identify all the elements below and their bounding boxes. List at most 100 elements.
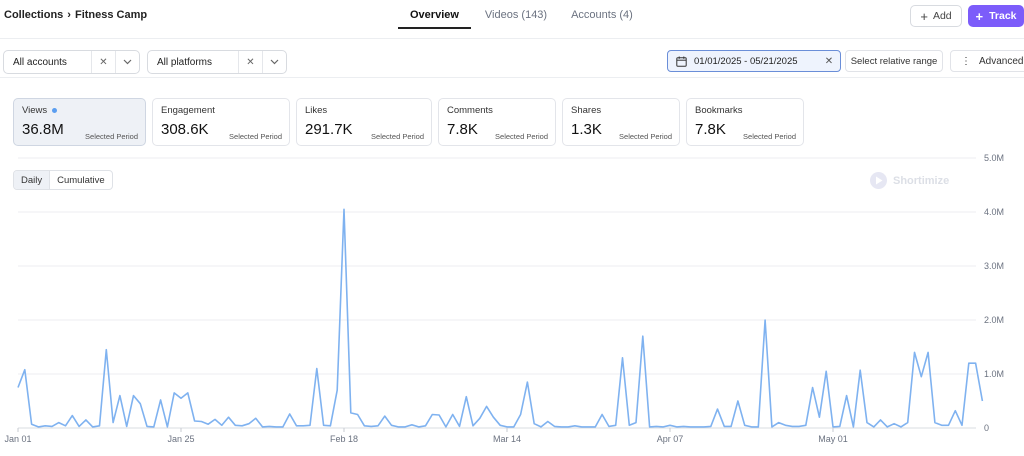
data-point[interactable] [403,425,407,429]
data-point[interactable] [458,424,462,428]
data-point[interactable] [186,391,190,395]
data-point[interactable] [661,425,665,429]
data-point[interactable] [763,318,767,322]
data-point[interactable] [50,424,54,428]
data-point[interactable] [77,424,81,428]
data-point[interactable] [111,421,115,425]
data-point[interactable] [335,388,339,392]
data-point[interactable] [648,425,652,429]
data-point[interactable] [974,361,978,365]
data-point[interactable] [756,425,760,429]
data-point[interactable] [152,425,156,429]
data-point[interactable] [98,424,102,428]
data-point[interactable] [451,413,455,417]
metric-card-likes[interactable]: Likes 291.7K Selected Period [296,98,432,146]
data-point[interactable] [349,411,353,415]
data-point[interactable] [23,368,27,372]
data-point[interactable] [784,423,788,427]
data-point[interactable] [16,386,20,390]
data-point[interactable] [838,424,842,428]
data-point[interactable] [356,413,360,417]
chevron-down-icon[interactable] [262,51,286,73]
data-point[interactable] [369,424,373,428]
data-point[interactable] [668,423,672,427]
track-button[interactable]: + Track [968,5,1024,27]
data-point[interactable] [621,356,625,360]
data-point[interactable] [967,361,971,365]
data-point[interactable] [600,413,604,417]
data-point[interactable] [634,421,638,425]
data-point[interactable] [580,425,584,429]
data-point[interactable] [804,423,808,427]
data-point[interactable] [926,350,930,354]
data-point[interactable] [845,394,849,398]
data-point[interactable] [227,415,231,419]
data-point[interactable] [193,419,197,423]
data-point[interactable] [165,425,169,429]
chevron-down-icon[interactable] [115,51,139,73]
data-point[interactable] [417,425,421,429]
data-point[interactable] [865,421,869,425]
data-point[interactable] [525,380,529,384]
data-point[interactable] [247,422,251,426]
data-point[interactable] [960,423,964,427]
data-point[interactable] [206,422,210,426]
data-point[interactable] [104,348,108,352]
metric-card-shares[interactable]: Shares 1.3K Selected Period [562,98,680,146]
data-point[interactable] [199,420,203,424]
data-point[interactable] [464,395,468,399]
data-point[interactable] [220,423,224,427]
data-point[interactable] [750,425,754,429]
data-point[interactable] [770,425,774,429]
data-point[interactable] [641,334,645,338]
data-point[interactable] [546,420,550,424]
data-point[interactable] [688,425,692,429]
data-point[interactable] [70,414,74,418]
data-point[interactable] [308,423,312,427]
data-point[interactable] [362,424,366,428]
tab-overview[interactable]: Overview [398,0,471,29]
data-point[interactable] [288,412,292,416]
data-point[interactable] [940,423,944,427]
data-point[interactable] [57,421,61,425]
data-point[interactable] [722,424,726,428]
data-point[interactable] [790,424,794,428]
data-point[interactable] [695,425,699,429]
cumulative-toggle-button[interactable]: Cumulative [57,175,105,186]
data-point[interactable] [559,425,563,429]
data-point[interactable] [553,424,557,428]
date-range-picker[interactable]: 01/01/2025 - 05/21/2025 ✕ [667,50,841,72]
data-point[interactable] [709,424,713,428]
advanced-button[interactable]: ⋮ Advanced [950,50,1024,72]
data-point[interactable] [831,425,835,429]
data-point[interactable] [132,394,136,398]
data-point[interactable] [274,425,278,429]
data-point[interactable] [437,413,441,417]
tab-accounts[interactable]: Accounts (4) [571,9,633,21]
data-point[interactable] [430,413,434,417]
data-point[interactable] [478,416,482,420]
data-point[interactable] [376,424,380,428]
data-point[interactable] [980,399,984,403]
clear-accounts-icon[interactable]: ✕ [91,51,115,73]
data-point[interactable] [498,423,502,427]
data-point[interactable] [824,369,828,373]
data-point[interactable] [682,424,686,428]
data-point[interactable] [30,422,34,426]
data-point[interactable] [233,423,237,427]
data-point[interactable] [172,391,176,395]
data-point[interactable] [240,424,244,428]
data-point[interactable] [512,425,516,429]
data-point[interactable] [410,423,414,427]
data-point[interactable] [777,421,781,425]
data-point[interactable] [519,413,523,417]
data-point[interactable] [396,425,400,429]
data-point[interactable] [614,423,618,427]
data-point[interactable] [301,424,305,428]
data-point[interactable] [906,421,910,425]
data-point[interactable] [254,416,258,420]
data-point[interactable] [953,409,957,413]
data-point[interactable] [858,368,862,372]
data-point[interactable] [159,398,163,402]
data-point[interactable] [390,423,394,427]
